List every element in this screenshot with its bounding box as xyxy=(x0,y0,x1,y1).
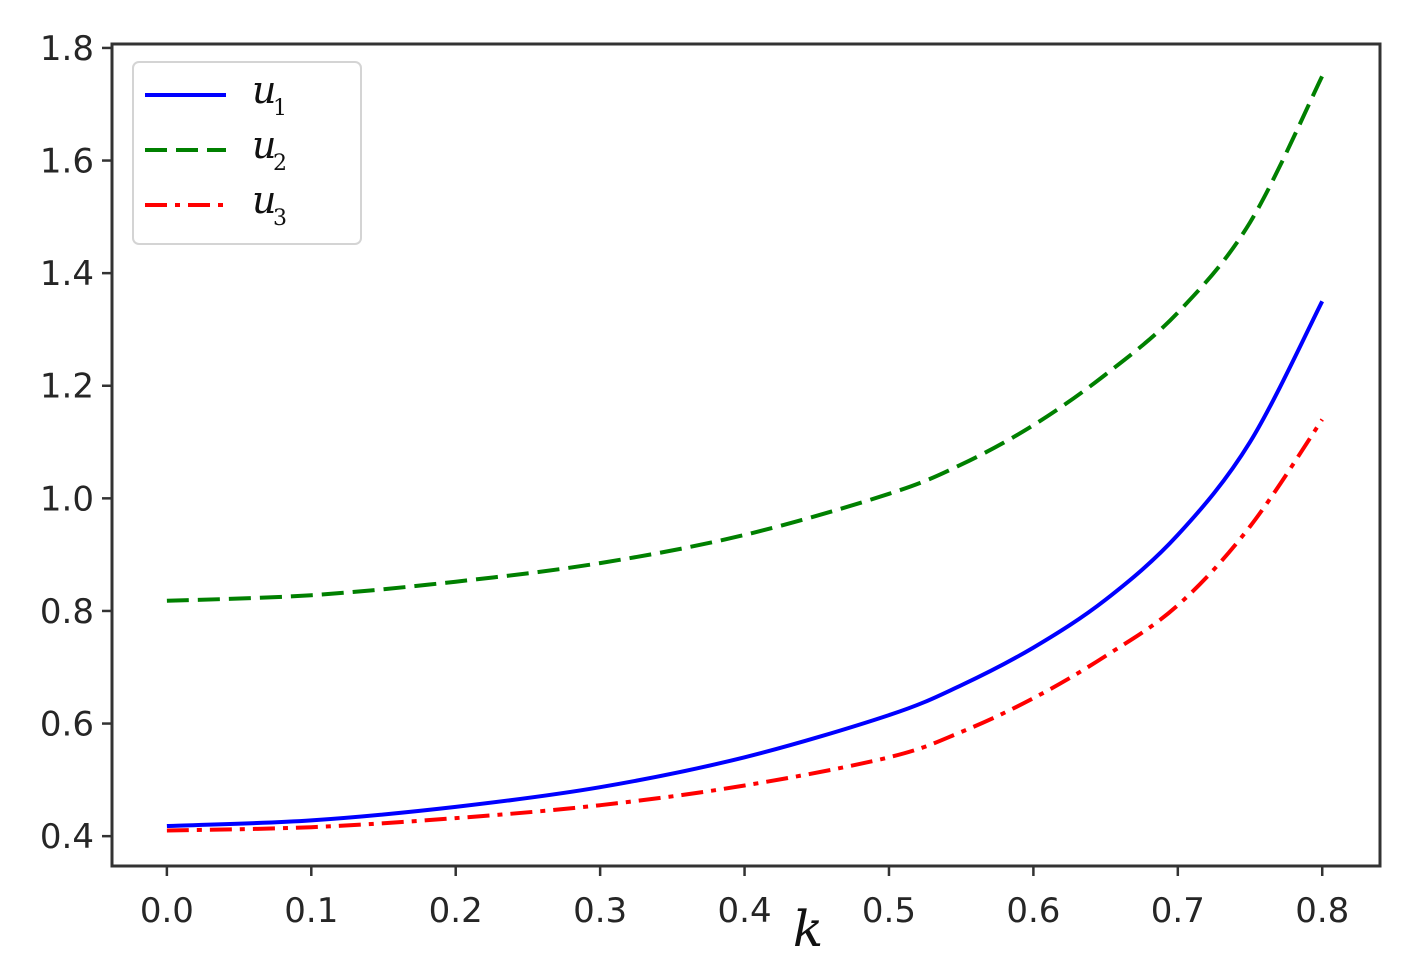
y-tick-label: 1.6 xyxy=(40,142,94,182)
x-tick-label: 0.0 xyxy=(140,891,194,931)
x-axis-label: k xyxy=(793,900,823,958)
x-tick-label: 0.7 xyxy=(1151,891,1205,931)
x-tick-label: 0.8 xyxy=(1295,891,1349,931)
legend-label: u xyxy=(252,68,276,112)
legend-subscript: 1 xyxy=(273,96,287,121)
x-tick-label: 0.3 xyxy=(573,891,627,931)
ticks-layer: 0.0 0.1 0.2 0.3 0.4 0.5 0.6 0.7 0.8 0.4 0.6 0.8 1.0 1… xyxy=(40,29,1349,931)
x-tick-label: 0.1 xyxy=(284,891,338,931)
series-layer xyxy=(166,75,1324,833)
y-tick-label: 0.8 xyxy=(40,592,94,632)
x-tick-label: 0.5 xyxy=(862,891,916,931)
legend-label: u xyxy=(252,123,276,167)
series-line-u1 xyxy=(166,300,1324,828)
y-tick-label: 0.6 xyxy=(40,705,94,745)
y-tick-label: 1.8 xyxy=(40,29,94,69)
legend-subscript: 2 xyxy=(273,151,287,176)
y-tick-label: 1.0 xyxy=(40,479,94,519)
legend-label: u xyxy=(252,178,276,222)
legend-subscript: 3 xyxy=(273,206,287,231)
y-tick-label: 1.4 xyxy=(40,254,94,294)
y-tick-label: 1.2 xyxy=(40,367,94,407)
legend-box xyxy=(132,61,362,245)
y-tick-label: 0.4 xyxy=(40,817,94,857)
x-tick-label: 0.6 xyxy=(1006,891,1060,931)
plot-frame xyxy=(110,42,1382,868)
x-tick-label: 0.4 xyxy=(718,891,772,931)
x-tick-label: 0.2 xyxy=(429,891,483,931)
series-line-u2 xyxy=(166,75,1324,603)
